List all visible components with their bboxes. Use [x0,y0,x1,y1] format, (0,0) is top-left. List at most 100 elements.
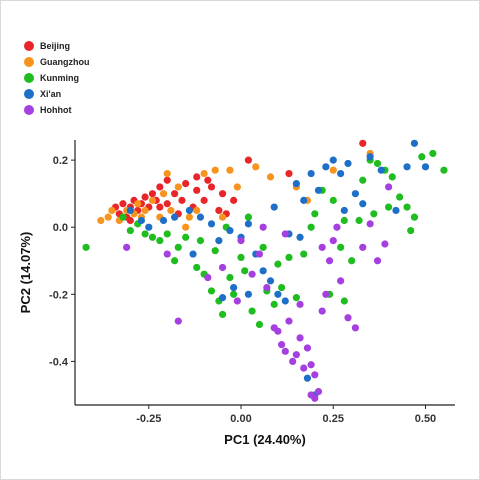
data-point-beijing [156,183,164,191]
data-point-kunming [340,297,348,305]
data-point-guangzhou [159,190,168,198]
data-point-hohhot [359,243,367,251]
legend-label-xian: Xi'an [40,89,62,99]
data-point-kunming [119,213,127,221]
data-point-xian [259,267,267,275]
data-point-guangzhou [200,169,208,178]
data-point-xian [344,159,352,168]
data-point-beijing [359,139,367,147]
data-point-guangzhou [108,206,116,215]
data-point-xian [421,163,430,171]
data-point-guangzhou [185,213,193,221]
data-point-kunming [255,320,264,329]
data-point-kunming [218,310,227,319]
data-point-kunming [274,260,282,268]
data-point-xian [351,190,359,198]
data-point-beijing [126,216,134,225]
x-tick-label: -0.25 [136,413,161,425]
data-point-hohhot [218,263,227,272]
data-point-xian [359,200,367,208]
legend-marker-kunming [24,73,34,83]
data-point-guangzhou [193,206,201,215]
data-point-kunming [403,203,411,211]
data-point-beijing [163,176,171,184]
data-point-beijing [178,196,186,204]
data-point-hohhot [233,297,241,305]
data-point-guangzhou [148,196,157,204]
data-point-kunming [196,237,205,245]
data-point-hohhot [237,237,245,245]
data-point-kunming [126,226,134,235]
data-point-kunming [241,267,249,275]
data-point-kunming [307,223,315,231]
legend-marker-xian [24,89,34,99]
data-point-hohhot [259,223,267,231]
data-point-kunming [329,196,337,204]
data-point-kunming [285,253,293,262]
legend-label-beijing: Beijing [40,41,71,51]
data-point-kunming [278,283,286,292]
data-point-xian [303,374,312,382]
data-point-xian [226,226,234,235]
legend-label-guangzhou: Guangzhou [40,57,90,67]
y-tick-label: 0.2 [53,155,68,167]
data-point-xian [329,156,337,164]
data-point-kunming [82,243,90,251]
data-point-beijing [215,206,223,215]
data-point-kunming [388,173,396,181]
data-point-kunming [237,253,245,262]
data-point-hohhot [163,250,171,258]
legend-item-xian: Xi'an [24,86,90,102]
data-point-hohhot [314,387,323,396]
data-point-guangzhou [134,200,142,208]
data-point-xian [281,297,289,305]
legend-item-kunming: Kunming [24,70,90,86]
legend-marker-hohhot [24,105,34,115]
data-point-xian [137,216,146,225]
data-point-hohhot [296,334,304,342]
data-point-hohhot [366,220,374,228]
data-point-hohhot [307,361,315,369]
data-point-hohhot [285,317,293,325]
data-point-hohhot [344,314,352,322]
data-point-kunming [248,307,256,315]
data-point-hohhot [174,317,182,325]
data-point-kunming [259,243,267,251]
legend-marker-beijing [24,41,34,51]
data-point-guangzhou [97,216,105,225]
data-point-xian [171,213,179,221]
data-point-kunming [370,210,378,218]
data-point-beijing [141,193,149,201]
data-point-hohhot [384,183,393,191]
data-point-kunming [410,213,419,221]
data-point-hohhot [381,240,389,248]
data-point-guangzhou [174,183,182,191]
y-tick-label: 0.0 [53,222,68,234]
points-layer [82,139,448,402]
data-point-xian [322,163,330,171]
data-point-xian [314,186,323,194]
data-point-kunming [373,159,382,168]
data-point-xian [218,294,227,302]
data-point-beijing [200,196,208,204]
data-point-beijing [230,196,238,204]
data-point-beijing [156,203,164,211]
legend-label-kunming: Kunming [40,73,79,83]
data-point-guangzhou [329,166,337,174]
data-point-hohhot [329,237,337,245]
data-point-hohhot [303,344,312,352]
data-point-hohhot [255,250,264,258]
data-point-beijing [204,176,212,184]
data-point-kunming [193,263,201,272]
data-point-hohhot [337,277,345,285]
legend: Beijing Guangzhou Kunming Xi'an Hohhot [24,38,90,118]
data-point-hohhot [123,243,131,251]
legend-item-hohhot: Hohhot [24,102,90,118]
data-point-kunming [418,153,426,161]
data-point-beijing [171,190,179,198]
data-point-xian [340,206,348,215]
data-point-hohhot [351,324,359,332]
data-point-kunming [292,294,300,302]
data-point-guangzhou [141,206,149,215]
legend-marker-guangzhou [24,57,34,67]
